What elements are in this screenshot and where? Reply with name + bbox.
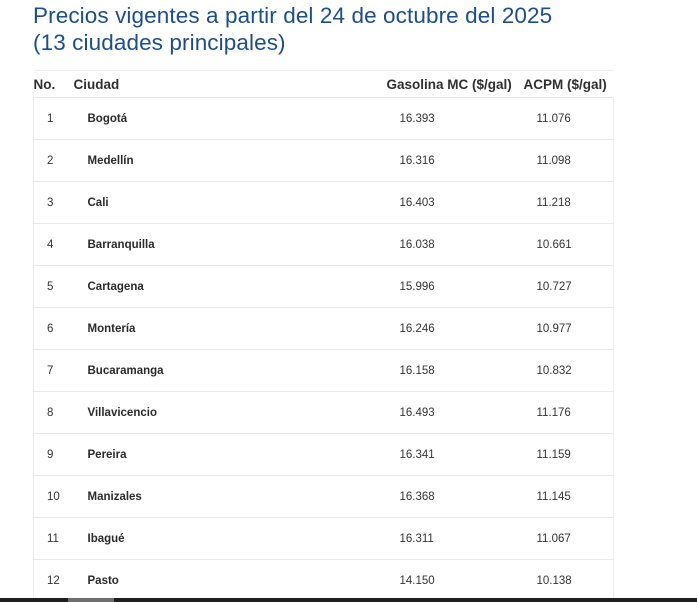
row-number: 9 [33, 433, 74, 476]
row-acpm-price: 11.067 [523, 517, 614, 560]
table-row: 2 Medellín 16.316 11.098 [33, 139, 614, 182]
row-acpm-price: 11.218 [523, 181, 614, 224]
table-row: 12 Pasto 14.150 10.138 [33, 559, 614, 601]
row-city: Bogotá [73, 97, 387, 140]
table-row: 3 Cali 16.403 11.218 [33, 181, 614, 224]
row-number: 8 [33, 391, 74, 434]
header-no: No. [33, 70, 74, 98]
table-row: 5 Cartagena 15.996 10.727 [33, 265, 614, 308]
row-city: Cali [73, 181, 387, 224]
row-number: 12 [33, 559, 74, 601]
row-city: Manizales [73, 475, 387, 518]
table-row: 7 Bucaramanga 16.158 10.832 [33, 349, 614, 392]
row-acpm-price: 10.977 [523, 307, 614, 350]
row-acpm-price: 10.727 [523, 265, 614, 308]
row-city: Cartagena [73, 265, 387, 308]
row-acpm-price: 11.159 [523, 433, 614, 476]
row-city: Pasto [73, 559, 387, 601]
row-gasoline-price: 16.368 [386, 475, 524, 518]
row-acpm-price: 11.076 [523, 97, 614, 140]
header-row: No. Ciudad Gasolina MC ($/gal) ACPM ($/g… [33, 70, 614, 98]
row-acpm-price: 11.176 [523, 391, 614, 434]
title-line-2: (13 ciudades principales) [33, 30, 286, 55]
row-gasoline-price: 16.493 [386, 391, 524, 434]
row-gasoline-price: 16.341 [386, 433, 524, 476]
row-city: Ibagué [73, 517, 387, 560]
row-gasoline-price: 16.246 [386, 307, 524, 350]
row-number: 10 [33, 475, 74, 518]
row-gasoline-price: 16.038 [386, 223, 524, 266]
row-number: 7 [33, 349, 74, 392]
row-city: Barranquilla [73, 223, 387, 266]
row-acpm-price: 10.832 [523, 349, 614, 392]
table-row: 4 Barranquilla 16.038 10.661 [33, 223, 614, 266]
row-number: 6 [33, 307, 74, 350]
row-gasoline-price: 16.158 [386, 349, 524, 392]
row-number: 11 [33, 517, 74, 560]
page-title: Precios vigentes a partir del 24 de octu… [33, 2, 552, 56]
title-line-1: Precios vigentes a partir del 24 de octu… [33, 3, 553, 28]
header-city: Ciudad [73, 70, 387, 98]
row-acpm-price: 10.138 [523, 559, 614, 601]
row-gasoline-price: 16.403 [386, 181, 524, 224]
table-row: 8 Villavicencio 16.493 11.176 [33, 391, 614, 434]
row-acpm-price: 11.145 [523, 475, 614, 518]
header-acpm: ACPM ($/gal) [523, 70, 614, 98]
row-city: Montería [73, 307, 387, 350]
table-row: 9 Pereira 16.341 11.159 [33, 433, 614, 476]
row-number: 2 [33, 139, 74, 182]
horizontal-scrollbar[interactable] [0, 598, 697, 602]
table-header: No. Ciudad Gasolina MC ($/gal) ACPM ($/g… [33, 70, 614, 98]
table-row: 10 Manizales 16.368 11.145 [33, 475, 614, 518]
row-gasoline-price: 16.316 [386, 139, 524, 182]
row-city: Villavicencio [73, 391, 387, 434]
row-city: Medellín [73, 139, 387, 182]
table-row: 6 Montería 16.246 10.977 [33, 307, 614, 350]
prices-table-container: No. Ciudad Gasolina MC ($/gal) ACPM ($/g… [33, 70, 614, 601]
row-number: 4 [33, 223, 74, 266]
row-gasoline-price: 16.311 [386, 517, 524, 560]
table-row: 1 Bogotá 16.393 11.076 [33, 97, 614, 140]
row-city: Bucaramanga [73, 349, 387, 392]
row-acpm-price: 10.661 [523, 223, 614, 266]
table-row: 11 Ibagué 16.311 11.067 [33, 517, 614, 560]
row-gasoline-price: 15.996 [386, 265, 524, 308]
row-number: 5 [33, 265, 74, 308]
header-gasoline: Gasolina MC ($/gal) [386, 70, 524, 98]
scrollbar-thumb[interactable] [68, 598, 114, 602]
row-gasoline-price: 14.150 [386, 559, 524, 601]
prices-table: No. Ciudad Gasolina MC ($/gal) ACPM ($/g… [33, 70, 614, 601]
row-gasoline-price: 16.393 [386, 97, 524, 140]
row-number: 3 [33, 181, 74, 224]
row-number: 1 [33, 97, 74, 140]
row-city: Pereira [73, 433, 387, 476]
table-body: 1 Bogotá 16.393 11.076 2 Medellín 16.316 11.098… [33, 97, 614, 601]
row-acpm-price: 11.098 [523, 139, 614, 182]
